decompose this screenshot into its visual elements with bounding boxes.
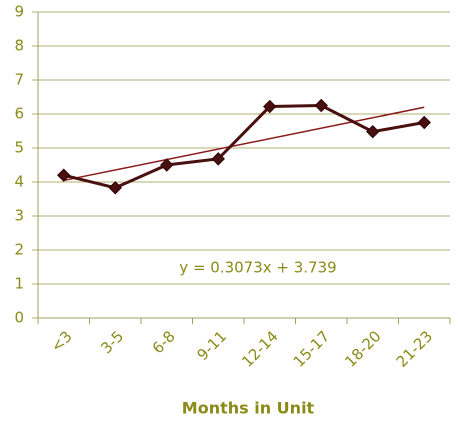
y-tick-label: 7 <box>14 71 24 89</box>
x-tick-label: <3 <box>47 327 75 355</box>
y-tick-label: 8 <box>14 37 24 55</box>
marker <box>211 152 225 166</box>
trendline-label: y = 0.3073x + 3.739 <box>179 259 336 277</box>
x-tick-label: 6-8 <box>149 327 179 357</box>
marker <box>108 181 122 195</box>
marker <box>160 158 174 172</box>
x-axis-title: Months in Unit <box>182 399 315 418</box>
x-tick-label: 3-5 <box>97 327 127 357</box>
trendline <box>63 106 425 182</box>
line <box>63 103 425 190</box>
x-tick-label: 15-17 <box>290 327 334 371</box>
marker <box>366 124 380 139</box>
x-tick-label: 9-11 <box>193 327 230 364</box>
x-tick-label: 18-20 <box>341 327 385 371</box>
marker <box>57 168 71 182</box>
y-tick-label: 9 <box>14 3 24 21</box>
y-tick-label: 4 <box>14 173 24 191</box>
y-tick-label: 2 <box>14 241 24 259</box>
y-tick-label: 6 <box>14 105 24 123</box>
y-tick-label: 1 <box>14 275 24 293</box>
marker <box>314 98 328 113</box>
y-tick-label: 0 <box>14 309 24 327</box>
y-tick-label: 5 <box>14 139 24 157</box>
y-tick-label: 3 <box>14 207 24 225</box>
marker <box>263 99 277 114</box>
x-tick-label: 21-23 <box>393 327 437 371</box>
marker <box>417 115 431 130</box>
x-tick-label: 12-14 <box>238 327 282 371</box>
